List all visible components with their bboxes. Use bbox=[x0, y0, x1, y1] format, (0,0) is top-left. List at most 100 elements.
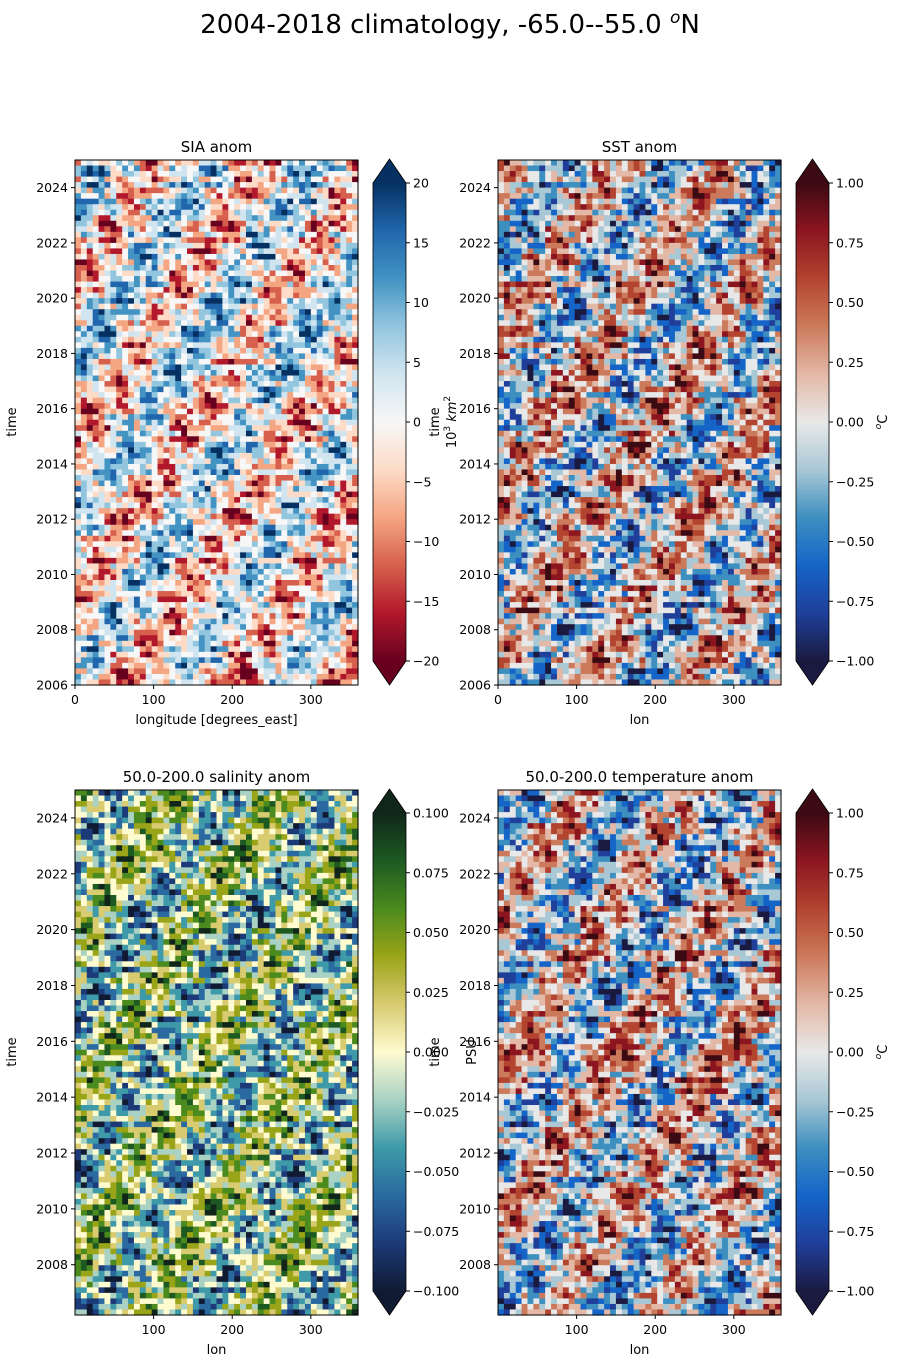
y-tick-label: 2024 bbox=[36, 810, 68, 825]
heatmap-field bbox=[75, 790, 359, 1316]
colorbar-body bbox=[373, 813, 406, 1291]
panel-title: SIA anom bbox=[181, 138, 252, 156]
colorbar-tick-label: −0.50 bbox=[836, 1164, 874, 1179]
colorbar-extend-top bbox=[796, 159, 829, 183]
colorbar-tick-label: −0.25 bbox=[836, 1104, 874, 1119]
colorbar-tick-label: −0.075 bbox=[413, 1224, 459, 1239]
colorbar-tick-label: 0.025 bbox=[413, 985, 449, 1000]
colorbar-extend-top bbox=[796, 789, 829, 813]
colorbar-tick-label: 0.000 bbox=[413, 1045, 449, 1060]
colorbar-tick-label: 5 bbox=[413, 355, 421, 370]
x-tick-label: 200 bbox=[220, 1322, 244, 1337]
colorbar-tick-label: −20 bbox=[413, 654, 439, 669]
colorbar-tick-label: −15 bbox=[413, 594, 439, 609]
x-axis-label: lon bbox=[630, 1343, 650, 1358]
colorbar-extend-bottom bbox=[373, 661, 406, 685]
colorbar-body bbox=[373, 183, 406, 661]
colorbar-tick-label: 20 bbox=[413, 176, 429, 191]
axes-frame bbox=[74, 789, 359, 1316]
y-tick-label: 2018 bbox=[459, 978, 491, 993]
y-tick-label: 2020 bbox=[459, 291, 491, 306]
colorbar-body bbox=[796, 183, 829, 661]
colorbar-tick-label: 1.00 bbox=[836, 176, 864, 191]
y-tick-label: 2020 bbox=[36, 291, 68, 306]
colorbar-tick-label: −5 bbox=[413, 474, 431, 489]
y-tick-label: 2006 bbox=[36, 678, 68, 693]
y-tick-label: 2020 bbox=[36, 922, 68, 937]
y-tick-label: 2016 bbox=[459, 401, 491, 416]
colorbar-label: oC bbox=[874, 1045, 891, 1060]
y-tick-label: 2010 bbox=[36, 1201, 68, 1216]
colorbar-label: oC bbox=[874, 415, 891, 430]
colorbar-tick-label: 0.00 bbox=[836, 415, 864, 430]
heatmap-field bbox=[498, 790, 782, 1316]
x-tick-label: 300 bbox=[722, 1322, 746, 1337]
colorbar-tick-label: 0.00 bbox=[836, 1045, 864, 1060]
y-tick-label: 2014 bbox=[459, 456, 491, 471]
colorbar-extend-bottom bbox=[373, 1291, 406, 1315]
y-axis-label: time bbox=[5, 407, 20, 436]
x-tick-label: 300 bbox=[299, 692, 323, 707]
x-tick-label: 100 bbox=[565, 692, 589, 707]
y-tick-label: 2022 bbox=[36, 866, 68, 881]
colorbar-tick-label: −1.00 bbox=[836, 654, 874, 669]
axes-frame bbox=[74, 159, 359, 686]
axes-frame bbox=[497, 159, 782, 686]
colorbar: 1.00 0.75 0.50 0.25 0.00 −0.25 −0.50 −0.75 −1.00… bbox=[795, 788, 891, 1316]
colorbar: 0.100 0.075 0.050 0.025 0.000 −0.025 −0.050 −0.… bbox=[372, 788, 480, 1316]
colorbar-tick-label: −0.100 bbox=[413, 1284, 459, 1299]
x-tick-label: 100 bbox=[142, 692, 166, 707]
y-tick-label: 2012 bbox=[459, 512, 491, 527]
y-tick-label: 2012 bbox=[36, 1146, 68, 1161]
panel-title: SST anom bbox=[602, 138, 677, 156]
colorbar-extend-bottom bbox=[796, 1291, 829, 1315]
colorbar-tick-label: −0.75 bbox=[836, 1224, 874, 1239]
y-tick-label: 2008 bbox=[459, 622, 491, 637]
panel-4: 50.0-200.0 temperature anom 100 200 300 2008… bbox=[428, 768, 891, 1358]
x-axis-label: lon bbox=[630, 713, 650, 728]
y-tick-label: 2016 bbox=[36, 401, 68, 416]
x-tick-label: 200 bbox=[643, 692, 667, 707]
y-tick-label: 2018 bbox=[459, 346, 491, 361]
colorbar-tick-label: −0.25 bbox=[836, 474, 874, 489]
x-tick-label: 300 bbox=[299, 1322, 323, 1337]
y-tick-label: 2010 bbox=[459, 1201, 491, 1216]
colorbar-label: 103 km2 bbox=[443, 396, 460, 448]
colorbar-tick-label: −10 bbox=[413, 534, 439, 549]
y-tick-label: 2008 bbox=[36, 622, 68, 637]
x-tick-label: 100 bbox=[565, 1322, 589, 1337]
colorbar-tick-label: 1.00 bbox=[836, 806, 864, 821]
y-axis-label: time bbox=[5, 1037, 20, 1066]
y-tick-label: 2012 bbox=[36, 512, 68, 527]
x-tick-label: 100 bbox=[142, 1322, 166, 1337]
y-tick-label: 2010 bbox=[36, 567, 68, 582]
x-axis-label: lon bbox=[207, 1343, 227, 1358]
colorbar-tick-label: 0.050 bbox=[413, 925, 449, 940]
y-tick-label: 2020 bbox=[459, 922, 491, 937]
heatmap-field bbox=[75, 160, 359, 686]
y-tick-label: 2012 bbox=[459, 1146, 491, 1161]
colorbar-tick-label: 0.100 bbox=[413, 806, 449, 821]
colorbar-body bbox=[796, 813, 829, 1291]
colorbar-tick-label: 0.25 bbox=[836, 355, 864, 370]
axes-frame bbox=[497, 789, 782, 1316]
colorbar-tick-label: 0.50 bbox=[836, 925, 864, 940]
y-tick-label: 2014 bbox=[459, 1090, 491, 1105]
colorbar-tick-label: −1.00 bbox=[836, 1284, 874, 1299]
colorbar: 1.00 0.75 0.50 0.25 0.00 −0.25 −0.50 −0.75 −1.00… bbox=[795, 158, 891, 686]
y-tick-label: 2014 bbox=[36, 1090, 68, 1105]
colorbar-tick-label: −0.75 bbox=[836, 594, 874, 609]
panel-3: 50.0-200.0 salinity anom 100 200 300 2008 201… bbox=[5, 768, 480, 1358]
colorbar-tick-label: −0.050 bbox=[413, 1164, 459, 1179]
panel-2: SST anom 0 100 200 300 2006 2008 2010 2012 2014 20… bbox=[428, 138, 891, 728]
y-tick-label: 2016 bbox=[459, 1034, 491, 1049]
colorbar-tick-label: 0.75 bbox=[836, 235, 864, 250]
colorbar-extend-bottom bbox=[796, 661, 829, 685]
y-tick-label: 2024 bbox=[36, 180, 68, 195]
x-axis-label: longitude [degrees_east] bbox=[135, 713, 297, 728]
y-axis-label: time bbox=[428, 1037, 443, 1066]
colorbar-tick-label: 0.075 bbox=[413, 865, 449, 880]
y-tick-label: 2016 bbox=[36, 1034, 68, 1049]
